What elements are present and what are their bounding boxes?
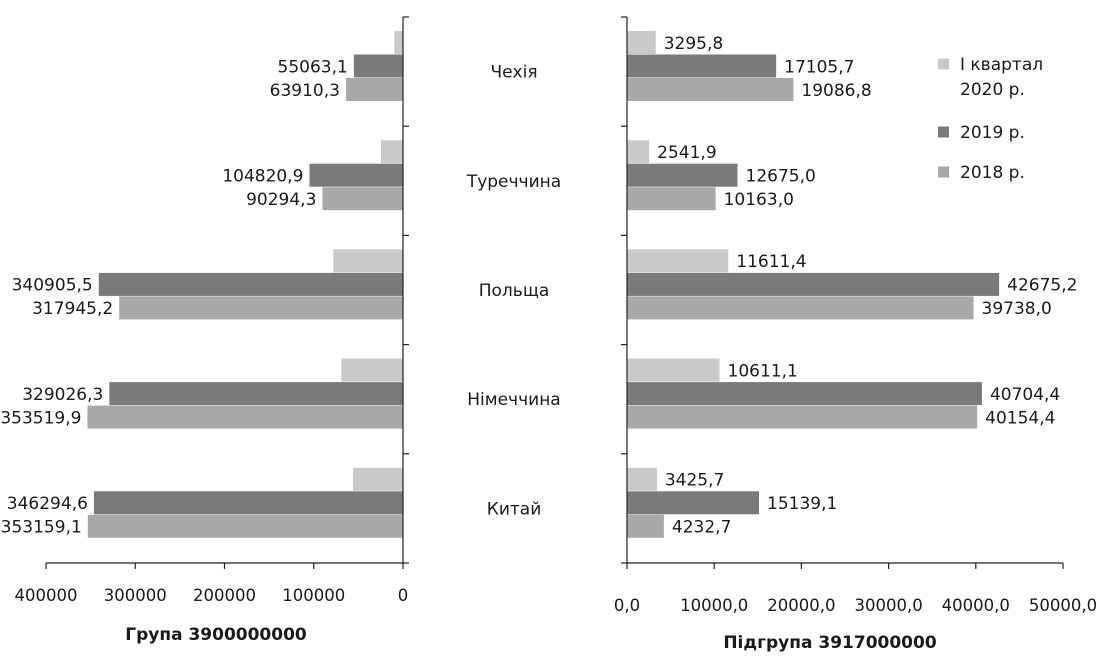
left-data-label-y2019-3: 329026,3 xyxy=(22,385,103,405)
left-data-label-y2018-4: 353159,1 xyxy=(1,518,82,538)
right-tick-label-3: 30000,0 xyxy=(854,596,922,615)
left-chart: 55063,1 63910,3 104820,9 90294,3 340905,5 317… xyxy=(0,16,409,645)
right-bar-y2018-1 xyxy=(627,187,716,211)
left-bar-y2018-4 xyxy=(87,514,403,538)
right-bar-y2018-0 xyxy=(627,78,794,101)
left-data-label-y2019-2: 340905,5 xyxy=(12,276,93,296)
right-data-label-q1_2020-0: 3295,8 xyxy=(664,34,723,54)
right-tick-label-0: 0,0 xyxy=(614,596,640,615)
left-tick-label-0: 400000 xyxy=(15,586,78,605)
legend-label-y2019: 2019 р. xyxy=(960,123,1025,143)
left-tick-label-1: 300000 xyxy=(104,586,167,605)
category-label-1: Туреччина xyxy=(466,172,561,192)
right-data-label-y2019-2: 42675,2 xyxy=(1007,276,1077,296)
legend-swatch-q1_2020 xyxy=(938,58,949,70)
left-bar-q1_2020-1 xyxy=(381,140,403,164)
right-data-label-y2018-3: 40154,4 xyxy=(985,408,1055,428)
right-tick-label-2: 20000,0 xyxy=(767,596,835,615)
left-data-label-y2018-1: 90294,3 xyxy=(246,190,316,210)
right-data-label-y2018-2: 39738,0 xyxy=(982,299,1052,319)
right-bar-y2019-0 xyxy=(627,54,777,78)
legend-label-q1_2020-line-2: 2020 р. xyxy=(960,80,1025,100)
right-bar-q1_2020-1 xyxy=(627,140,650,164)
right-bar-q1_2020-2 xyxy=(627,249,729,273)
right-bar-y2019-4 xyxy=(627,491,760,515)
right-chart-title: Підгрупа 3917000000 xyxy=(723,633,937,653)
left-data-label-y2018-0: 63910,3 xyxy=(270,81,340,101)
right-tick-label-1: 10000,0 xyxy=(680,596,748,615)
category-label-4: Китай xyxy=(487,499,542,519)
left-bar-y2018-3 xyxy=(87,405,403,429)
right-data-label-y2019-4: 15139,1 xyxy=(767,494,837,514)
right-bar-q1_2020-4 xyxy=(627,467,657,491)
left-data-label-y2019-1: 104820,9 xyxy=(222,166,303,186)
category-label-3: Німеччина xyxy=(467,390,560,410)
legend-swatch-y2019 xyxy=(938,126,949,138)
right-bar-y2019-2 xyxy=(627,272,1000,296)
left-data-label-y2019-4: 346294,6 xyxy=(7,494,88,514)
category-label-0: Чехія xyxy=(490,63,537,83)
right-data-label-q1_2020-4: 3425,7 xyxy=(665,471,724,491)
left-data-label-y2018-3: 353519,9 xyxy=(0,408,81,428)
right-bar-q1_2020-0 xyxy=(627,31,656,54)
left-bar-y2019-3 xyxy=(109,382,403,406)
right-data-label-q1_2020-2: 11611,4 xyxy=(736,252,806,272)
right-data-label-q1_2020-3: 10611,1 xyxy=(728,361,798,381)
left-data-label-y2019-0: 55063,1 xyxy=(278,57,348,77)
left-bar-q1_2020-3 xyxy=(341,358,403,382)
left-bar-q1_2020-4 xyxy=(353,467,403,491)
right-data-label-y2019-0: 17105,7 xyxy=(784,57,854,77)
right-bar-y2018-3 xyxy=(627,405,978,429)
left-bar-y2019-0 xyxy=(353,54,403,78)
legend-swatch-y2018 xyxy=(938,166,949,178)
left-bar-y2019-2 xyxy=(98,272,403,296)
right-tick-label-5: 50000,0 xyxy=(1029,596,1097,615)
left-tick-label-3: 100000 xyxy=(282,586,345,605)
right-bar-y2018-4 xyxy=(627,514,664,538)
right-bar-q1_2020-3 xyxy=(627,358,720,382)
left-data-label-y2018-2: 317945,2 xyxy=(32,299,113,319)
right-chart: 3295,8 17105,7 19086,8 2541,9 12675,0 10163,0… xyxy=(614,16,1097,653)
right-bar-y2019-1 xyxy=(627,163,738,187)
right-tick-label-4: 40000,0 xyxy=(942,596,1010,615)
right-bar-y2018-2 xyxy=(627,296,974,320)
left-bar-y2018-0 xyxy=(345,78,403,101)
category-labels: Чехія Туреччина Польща Німеччина Китай xyxy=(466,63,561,520)
right-data-label-y2018-0: 19086,8 xyxy=(801,81,871,101)
right-data-label-q1_2020-1: 2541,9 xyxy=(657,143,716,163)
legend-label-y2018: 2018 р. xyxy=(960,163,1025,183)
legend-label-q1_2020: І квартал xyxy=(960,55,1043,75)
left-bar-y2018-2 xyxy=(119,296,403,320)
left-tick-label-2: 200000 xyxy=(193,586,256,605)
right-data-label-y2019-1: 12675,0 xyxy=(746,166,816,186)
left-bar-y2018-1 xyxy=(322,187,403,211)
category-label-2: Польща xyxy=(479,281,550,301)
right-data-label-y2019-3: 40704,4 xyxy=(990,385,1060,405)
left-bar-q1_2020-0 xyxy=(394,31,403,54)
legend: І квартал 2020 р. 2019 р. 2018 р. xyxy=(938,55,1043,183)
right-data-label-y2018-4: 4232,7 xyxy=(672,518,731,538)
left-bar-y2019-1 xyxy=(309,163,403,187)
left-bar-y2019-4 xyxy=(93,491,403,515)
right-bar-y2019-3 xyxy=(627,382,982,406)
left-bar-q1_2020-2 xyxy=(333,249,403,273)
right-data-label-y2018-1: 10163,0 xyxy=(724,190,794,210)
left-tick-label-4: 0 xyxy=(398,586,409,605)
left-chart-title: Група 3900000000 xyxy=(125,625,307,645)
